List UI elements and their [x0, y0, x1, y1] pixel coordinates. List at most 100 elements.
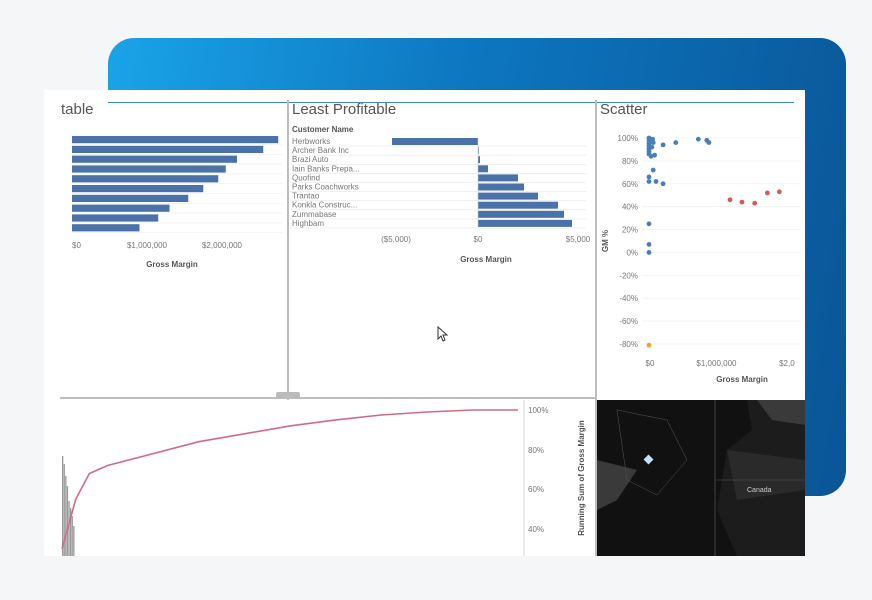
bar — [392, 138, 478, 145]
histogram-bar — [70, 508, 72, 556]
scatter-point — [776, 189, 782, 195]
y-tick-label: -60% — [619, 317, 638, 326]
scatter-point — [649, 144, 655, 150]
running-sum-chart: 100% 80% 60% 40% Running Sum of Gross Margin — [61, 400, 586, 556]
scatter-point — [727, 197, 733, 203]
scatter-point — [646, 221, 652, 227]
bar — [72, 165, 226, 173]
x-tick-label: $0 — [646, 359, 655, 368]
x-axis-label: Gross Margin — [146, 260, 198, 269]
dashboard-screen: table Least Profitable Scatter $0 $1,000,… — [44, 90, 805, 556]
scatter-point — [660, 142, 666, 148]
y-tick-label: 100% — [618, 134, 638, 143]
y-tick-label: -20% — [619, 271, 638, 280]
bar — [72, 194, 189, 202]
scatter-point — [646, 242, 652, 247]
scatter-point — [673, 140, 679, 145]
histogram-bar — [71, 516, 73, 556]
histogram-bar — [63, 464, 65, 556]
scatter-point — [646, 342, 652, 348]
bar — [478, 147, 479, 155]
y-tick-label: -80% — [619, 340, 638, 349]
bar — [478, 174, 518, 182]
scatter-point — [648, 153, 654, 159]
top-accent-line — [108, 102, 794, 103]
scatter-chart: 100% 80% 60% 40% 20% 0% -20% -40% -60% -80% GM % $0… — [601, 134, 801, 384]
customer-name-label: Herbworks — [292, 137, 330, 146]
customer-name-label: Trantao — [292, 192, 320, 201]
histogram-bar — [66, 486, 69, 556]
customer-name-label: Parks Coachworks — [292, 183, 359, 192]
bar — [478, 219, 572, 227]
map-location-marker[interactable] — [643, 454, 654, 465]
scatter-point — [695, 136, 701, 142]
y-tick-label: 80% — [622, 157, 638, 166]
bar — [478, 183, 524, 191]
customer-name-label: Zummabase — [292, 210, 337, 219]
bar — [478, 192, 538, 200]
x-tick-label: $0 — [72, 241, 81, 250]
bar — [478, 201, 558, 209]
scatter-point — [764, 190, 770, 196]
scatter-point — [739, 199, 745, 205]
bar — [72, 175, 219, 183]
scatter-point — [650, 167, 656, 173]
most-profitable-chart: $0 $1,000,000 $2,000,000 Gross Margin — [72, 136, 282, 269]
y-tick-label: 0% — [626, 248, 638, 257]
customer-name-label: Iain Banks Prepa... — [292, 164, 360, 173]
x-tick-label: $1,000,000 — [696, 359, 737, 368]
scatter-point — [752, 200, 758, 206]
histogram-bar — [68, 501, 70, 556]
histogram-bar — [62, 456, 64, 556]
bar — [72, 214, 159, 222]
y-tick-label: 100% — [528, 406, 548, 415]
row-divider[interactable] — [60, 397, 596, 399]
customer-name-header: Customer Name — [292, 125, 354, 134]
map-shapes — [597, 400, 805, 556]
y-axis-label: GM % — [601, 230, 610, 252]
x-tick-label: $5,000 — [566, 235, 591, 244]
scatter-point — [706, 140, 712, 145]
map-panel[interactable]: Canada — [597, 400, 805, 556]
scatter-point — [646, 250, 652, 255]
running-sum-line — [61, 409, 518, 550]
customer-name-label: Highbam — [292, 219, 324, 228]
x-tick-label: ($5,000) — [381, 235, 411, 244]
panel-divider-1[interactable] — [287, 100, 289, 400]
x-axis-label: Gross Margin — [460, 255, 512, 264]
mouse-cursor-icon — [437, 325, 449, 342]
bar — [478, 165, 488, 173]
customer-name-label: Konkla Construc... — [292, 201, 357, 210]
y-tick-label: 80% — [528, 446, 544, 455]
y-tick-label: -40% — [619, 294, 638, 303]
scatter-point — [646, 179, 652, 184]
customer-name-label: Archer Bank Inc — [292, 146, 349, 155]
x-tick-label: $1,000,000 — [127, 241, 168, 250]
histogram-bar — [65, 476, 67, 556]
bar — [72, 145, 264, 153]
least-profitable-title: Least Profitable — [292, 101, 397, 118]
y-tick-label: 40% — [622, 203, 638, 212]
bar — [72, 136, 279, 144]
scatter-title: Scatter — [600, 101, 648, 118]
bar — [72, 185, 204, 193]
y-tick-label: 60% — [528, 485, 544, 494]
bar — [478, 210, 564, 218]
y-tick-label: 60% — [622, 180, 638, 189]
bar — [72, 224, 140, 232]
most-profitable-title: table — [61, 101, 94, 118]
scatter-point — [650, 140, 656, 145]
x-tick-label: $0 — [474, 235, 483, 244]
scatter-point — [653, 179, 659, 184]
customer-name-label: Quofind — [292, 173, 320, 182]
resize-handle[interactable] — [276, 392, 300, 398]
histogram-bar — [73, 526, 75, 556]
customer-name-label: Brazi Auto — [292, 155, 329, 164]
y-tick-label: 40% — [528, 525, 544, 534]
x-tick-label: $2,0 — [779, 359, 795, 368]
x-axis-label: Gross Margin — [716, 375, 768, 384]
y-tick-label: 20% — [622, 226, 638, 235]
panel-divider-2[interactable] — [595, 100, 597, 556]
scatter-point — [646, 174, 652, 180]
